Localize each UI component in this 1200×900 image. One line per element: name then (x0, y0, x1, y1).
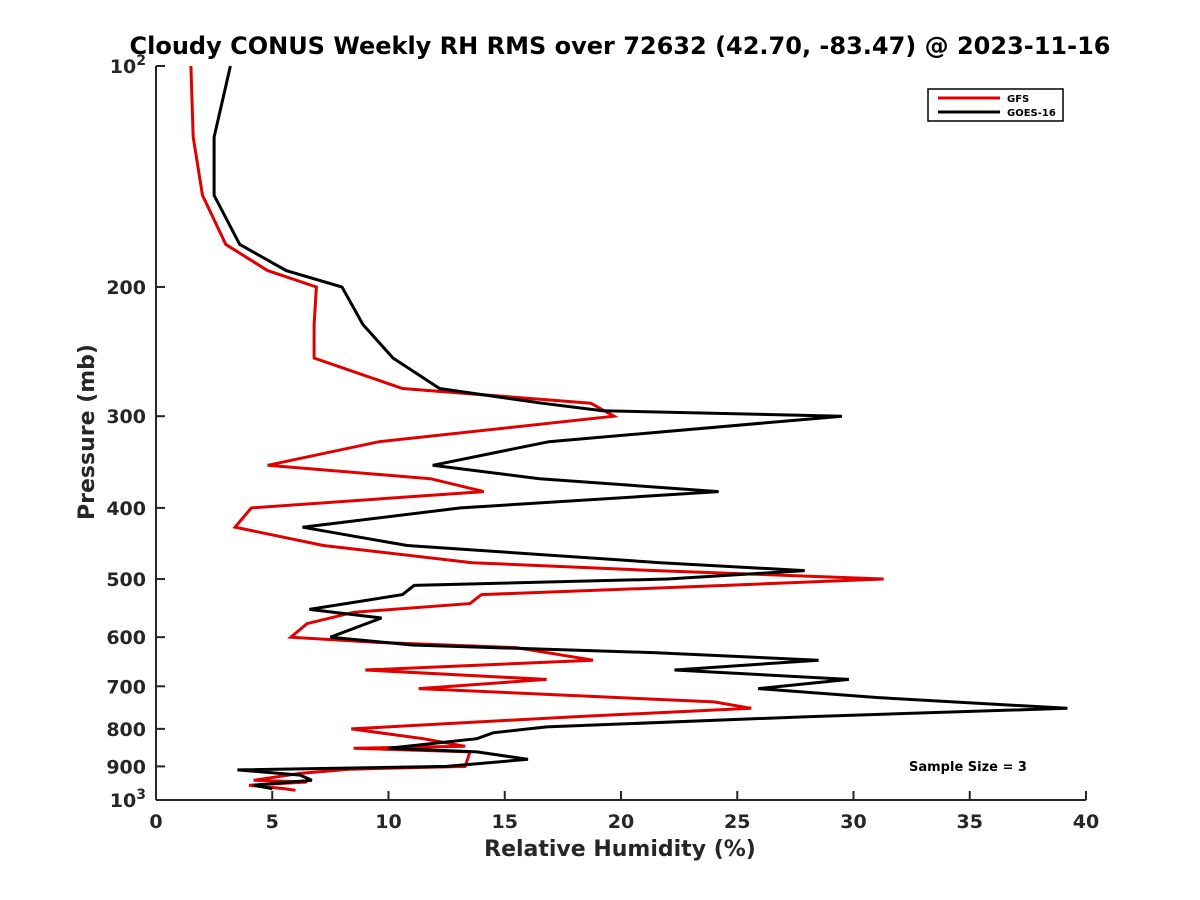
legend-box (927, 88, 1064, 122)
y-tick-label: 900 (106, 756, 146, 778)
x-tick-label: 40 (1073, 811, 1099, 833)
legend: GFS GOES-16 (927, 88, 1064, 122)
y-tick-label: 600 (106, 627, 146, 649)
x-tick-label: 35 (957, 811, 983, 833)
x-tick-label: 5 (266, 811, 279, 833)
y-tick-label: 200 (106, 277, 146, 299)
plot-area (189, 65, 1068, 792)
x-axis-label: Relative Humidity (%) (484, 837, 756, 862)
x-tick-label: 0 (149, 811, 162, 833)
y-tick-label: 500 (106, 569, 146, 591)
legend-label-goes-16: GOES-16 (1007, 108, 1056, 119)
y-tick-label: 800 (106, 719, 146, 741)
x-tick-label: 15 (492, 811, 518, 833)
x-tick-label: 30 (840, 811, 866, 833)
y-tick-label: 400 (106, 498, 146, 520)
legend-label-gfs: GFS (1007, 94, 1029, 105)
x-tick-label: 10 (375, 811, 401, 833)
x-tick-label: 25 (724, 811, 750, 833)
x-tick-label: 20 (608, 811, 634, 833)
y-tick-label: 700 (106, 676, 146, 698)
series-line-goes-16 (212, 65, 1068, 791)
y-tick-label: 102 (110, 53, 146, 78)
chart-title: Cloudy CONUS Weekly RH RMS over 72632 (4… (130, 32, 1111, 60)
y-axis-label: Pressure (mb) (75, 344, 100, 520)
axes: 0 5 10 15 20 25 30 35 40 102 200 300 400 500 600 700 800… (106, 53, 1099, 833)
y-tick-label: 103 (110, 787, 146, 812)
sample-size-annotation: Sample Size = 3 (909, 760, 1027, 775)
y-tick-label: 300 (106, 406, 146, 428)
